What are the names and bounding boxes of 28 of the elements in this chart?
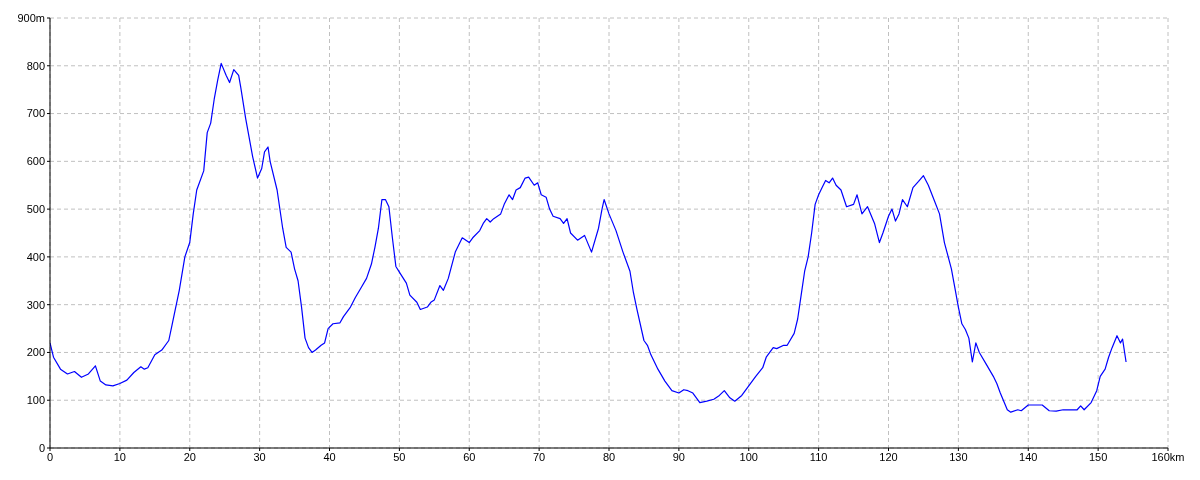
y-tick-label: 700 xyxy=(26,107,45,120)
x-tick-label: 60 xyxy=(463,450,476,463)
y-tick-label: 600 xyxy=(26,155,45,168)
x-tick-label: 110 xyxy=(809,450,828,463)
y-tick-label: 800 xyxy=(26,59,45,72)
x-tick-label: 20 xyxy=(183,450,196,463)
x-tick-label: 50 xyxy=(393,450,406,463)
y-tick-label: 200 xyxy=(26,346,45,359)
x-tick-label: 160km xyxy=(1151,450,1185,463)
y-tick-label: 900m xyxy=(17,11,45,24)
y-tick-label: 0 xyxy=(38,441,45,454)
x-tick-label: 140 xyxy=(1019,450,1038,463)
x-tick-label: 150 xyxy=(1088,450,1108,463)
line-series xyxy=(50,62,1127,413)
x-tick-label: 10 xyxy=(113,450,126,463)
y-tick-label: 400 xyxy=(26,250,45,263)
y-tick-label: 500 xyxy=(26,203,45,216)
y-tick-label: 300 xyxy=(26,298,45,311)
x-tick-label: 30 xyxy=(253,450,266,463)
x-tick-label: 70 xyxy=(533,450,546,463)
x-tick-label: 90 xyxy=(672,450,685,463)
x-tick-label: 100 xyxy=(739,450,758,463)
x-tick-label: 120 xyxy=(879,450,898,463)
x-tick-label: 40 xyxy=(323,450,336,463)
x-tick-label: 0 xyxy=(46,450,54,463)
y-tick-label: 100 xyxy=(26,394,45,407)
x-tick-label: 80 xyxy=(602,450,616,463)
x-tick-label: 130 xyxy=(949,450,968,463)
